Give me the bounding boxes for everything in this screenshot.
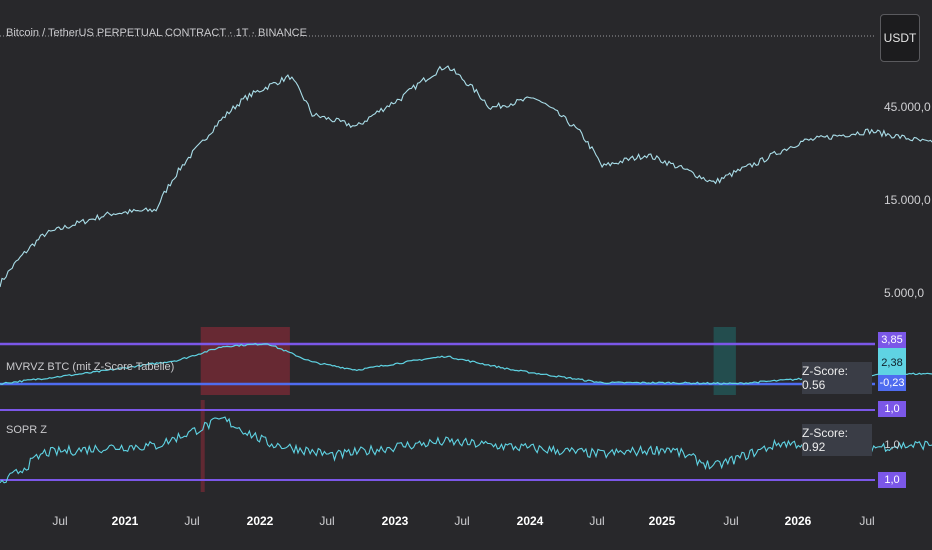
mvrvz-pane-label: MVRVZ BTC (mit Z-Score Tabelle) xyxy=(6,361,175,373)
x-tick-label: Jul xyxy=(454,514,470,528)
x-tick-label: 2023 xyxy=(381,514,409,528)
price-label-15000: 15.000,0 xyxy=(884,193,931,207)
x-tick-label: 2026 xyxy=(784,514,812,528)
x-tick-label: Jul xyxy=(52,514,68,528)
mvrvz-zscore-table: Z-Score: 0.56 xyxy=(802,362,872,394)
x-tick-label: 2021 xyxy=(111,514,139,528)
sopr-lower-tag: 1,0 xyxy=(878,472,906,488)
x-tick-label: Jul xyxy=(589,514,605,528)
sopr-zscore-table: Z-Score: 0.92 xyxy=(802,424,872,456)
mvrvz-current-tag: 2,38 xyxy=(878,348,906,378)
price-line xyxy=(0,65,932,288)
currency-selector[interactable]: USDT xyxy=(880,14,920,62)
x-tick-label: Jul xyxy=(723,514,739,528)
mvrvz-lower-tag: -0,23 xyxy=(878,375,906,391)
price-label-5000: 5.000,0 xyxy=(884,286,925,300)
mvrvz-line xyxy=(0,342,932,385)
sopr-upper-tag: 1,0 xyxy=(878,401,906,417)
mvrvz-upper-tag: 3,85 xyxy=(878,332,906,348)
x-tick-label: Jul xyxy=(184,514,200,528)
x-tick-label: Jul xyxy=(859,514,875,528)
sopr-mid-tag: 1,0 xyxy=(884,439,900,451)
sopr-pane-label: SOPR Z xyxy=(6,424,47,436)
x-tick-label: 2022 xyxy=(246,514,274,528)
price-label-45000: 45.000,0 xyxy=(884,100,931,114)
chart-title: Bitcoin / TetherUS PERPETUAL CONTRACT · … xyxy=(6,27,307,39)
x-tick-label: 2025 xyxy=(648,514,676,528)
x-tick-label: Jul xyxy=(319,514,335,528)
sopr-red-zone xyxy=(200,400,205,492)
x-tick-label: 2024 xyxy=(516,514,544,528)
sopr-line xyxy=(0,416,932,484)
